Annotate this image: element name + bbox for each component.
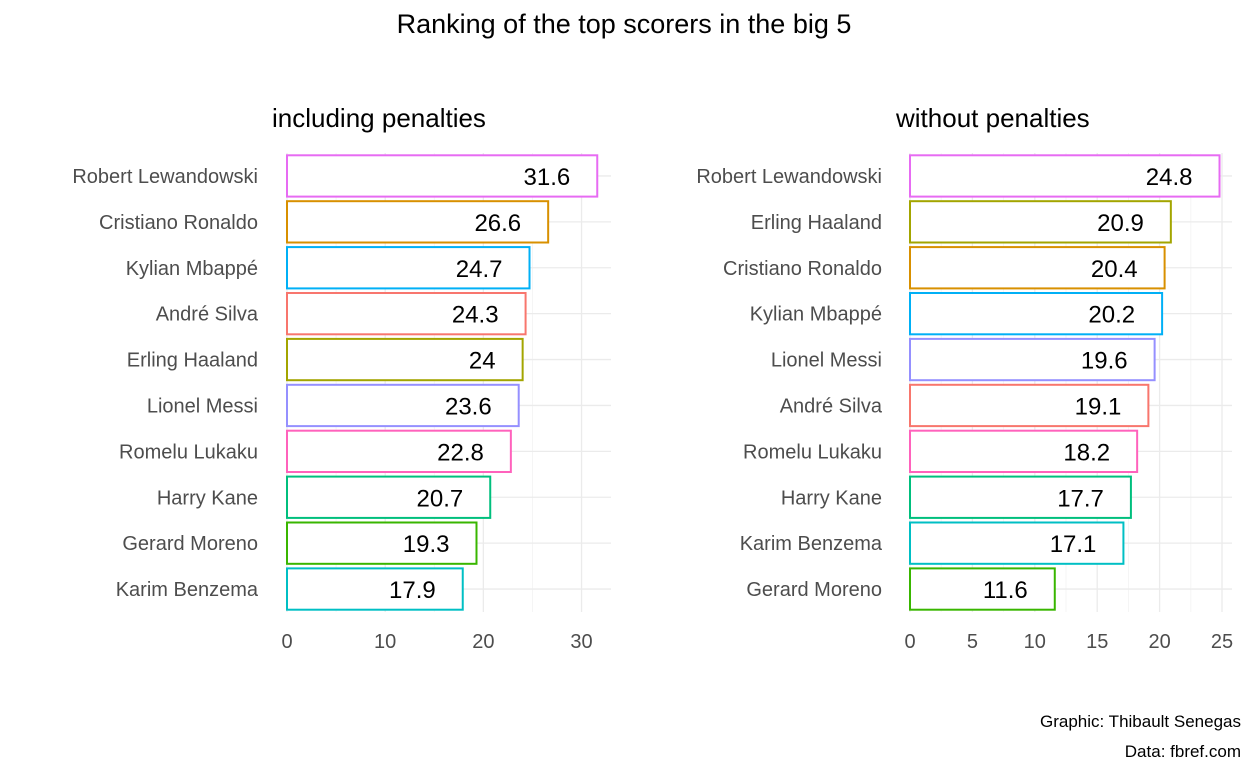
- value-label: 26.6: [474, 210, 521, 237]
- x-tick-label: 5: [967, 631, 978, 653]
- category-label: Gerard Moreno: [122, 533, 258, 555]
- bar-including-1: [286, 154, 599, 198]
- panel-title: including penalties: [272, 103, 486, 133]
- bar-including-5: [286, 337, 524, 382]
- bar-including-3: [286, 246, 531, 290]
- value-label: 20.7: [417, 485, 464, 512]
- category-label: Lionel Messi: [771, 350, 882, 372]
- bar-without-2: [909, 200, 1172, 244]
- category-label: Harry Kane: [157, 487, 258, 509]
- category-label: Karim Benzema: [740, 533, 883, 555]
- value-label: 24.3: [452, 302, 499, 329]
- x-tick-label: 25: [1211, 631, 1233, 653]
- value-label: 17.1: [1050, 531, 1097, 558]
- caption-graphic: Graphic: Thibault Senegas: [1040, 712, 1241, 731]
- x-tick-label: 10: [374, 631, 396, 653]
- value-label: 18.2: [1063, 439, 1110, 466]
- value-label: 22.8: [437, 439, 484, 466]
- category-label: André Silva: [780, 395, 883, 417]
- x-tick-label: 20: [1148, 631, 1170, 653]
- x-tick-label: 0: [904, 631, 915, 653]
- x-tick-label: 0: [281, 631, 292, 653]
- category-label: Harry Kane: [781, 487, 882, 509]
- category-label: Kylian Mbappé: [126, 258, 258, 280]
- bar-without-3: [909, 246, 1166, 290]
- panel-without-penalties: without penalties Robert Lewandowski 24.8 E…: [696, 103, 1233, 653]
- bar-without-7: [909, 429, 1139, 474]
- category-label: Lionel Messi: [147, 395, 258, 417]
- value-label: 17.7: [1057, 485, 1104, 512]
- bar-including-4: [286, 291, 527, 336]
- x-tick-label: 30: [570, 631, 592, 653]
- bar-including-6: [286, 383, 520, 428]
- bar-including-2: [286, 200, 550, 244]
- category-label: Erling Haaland: [751, 212, 882, 234]
- value-label: 24.8: [1146, 164, 1193, 191]
- bar-without-5: [909, 337, 1156, 382]
- value-label: 24: [469, 348, 496, 375]
- value-label: 24.7: [456, 256, 503, 283]
- bar-without-9: [909, 521, 1125, 565]
- bar-including-7: [286, 429, 512, 474]
- value-label: 19.3: [403, 531, 450, 558]
- x-tick-label: 10: [1024, 631, 1046, 653]
- bar-without-8: [909, 475, 1132, 519]
- value-label: 23.6: [445, 393, 492, 420]
- category-label: Romelu Lukaku: [119, 441, 258, 463]
- category-label: Kylian Mbappé: [750, 304, 882, 326]
- value-label: 17.9: [389, 577, 436, 604]
- category-label: Robert Lewandowski: [72, 166, 258, 188]
- value-label: 20.4: [1091, 256, 1138, 283]
- figure-title: Ranking of the top scorers in the big 5: [397, 9, 852, 39]
- category-label: André Silva: [156, 304, 259, 326]
- caption-data: Data: fbref.com: [1125, 742, 1241, 761]
- value-label: 19.6: [1081, 348, 1128, 375]
- bar-without-6: [909, 383, 1150, 428]
- bar-without-4: [909, 291, 1164, 336]
- bar-including-8: [286, 475, 492, 519]
- category-label: Cristiano Ronaldo: [723, 258, 882, 280]
- bar-including-9: [286, 521, 478, 565]
- value-label: 20.2: [1088, 302, 1135, 329]
- value-label: 31.6: [524, 164, 571, 191]
- category-label: Cristiano Ronaldo: [99, 212, 258, 234]
- x-tick-label: 20: [472, 631, 494, 653]
- value-label: 19.1: [1075, 393, 1122, 420]
- bar-without-1: [909, 154, 1221, 198]
- panel-including-penalties: including penalties Robert Lewandowski 31.…: [72, 103, 611, 653]
- category-label: Gerard Moreno: [746, 579, 882, 601]
- value-label: 11.6: [983, 577, 1028, 604]
- value-label: 20.9: [1097, 210, 1144, 237]
- category-label: Erling Haaland: [127, 350, 258, 372]
- category-label: Robert Lewandowski: [696, 166, 882, 188]
- x-tick-label: 15: [1086, 631, 1108, 653]
- bar-without-10: [909, 567, 1056, 611]
- category-label: Karim Benzema: [116, 579, 259, 601]
- bar-including-10: [286, 567, 464, 611]
- panel-title: without penalties: [895, 103, 1090, 133]
- category-label: Romelu Lukaku: [743, 441, 882, 463]
